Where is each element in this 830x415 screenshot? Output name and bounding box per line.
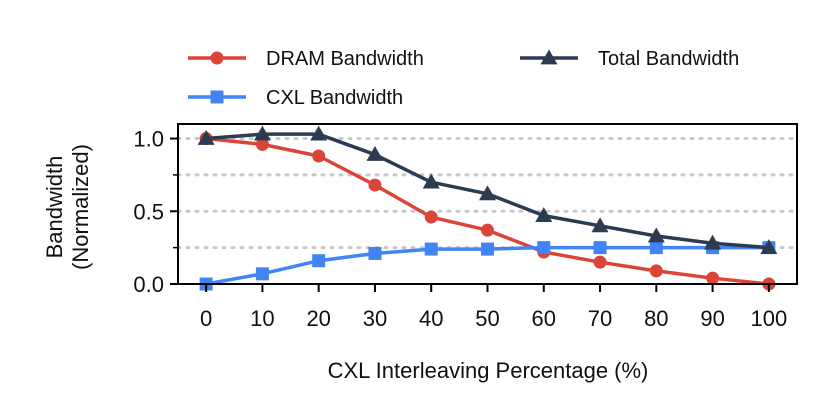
data-point: [197, 130, 215, 145]
legend: DRAM Bandwidth CXL Bandwidth Total Bandwid…: [188, 48, 739, 109]
data-point: [591, 217, 609, 233]
data-point: [481, 242, 494, 256]
x-tick-label: 40: [419, 306, 443, 331]
x-tick-label: 0: [200, 306, 212, 331]
data-point: [366, 146, 384, 161]
series-total-bandwidth: [197, 125, 778, 255]
x-tick-label: 50: [475, 306, 499, 331]
data-point: [593, 255, 607, 269]
series-layer: [197, 125, 778, 291]
x-tick-label: 70: [588, 306, 612, 331]
data-point: [312, 149, 326, 163]
x-tick-label: 100: [751, 306, 788, 331]
plot-frame: [177, 123, 798, 285]
data-point: [704, 234, 722, 250]
legend-marker: [210, 51, 224, 65]
data-point: [424, 242, 438, 256]
data-point: [479, 185, 496, 201]
data-point: [649, 264, 663, 278]
legend-label: DRAM Bandwidth: [266, 48, 424, 70]
data-point: [368, 178, 382, 192]
data-point: [706, 271, 720, 285]
x-axis-label: CXL Interleaving Percentage (%): [328, 358, 649, 383]
x-tick-label: 30: [363, 306, 387, 331]
data-point: [760, 239, 778, 255]
data-point: [481, 223, 494, 237]
legend-item: Total Bandwidth: [520, 48, 739, 70]
data-point: [649, 241, 663, 255]
x-tick-label: 90: [700, 306, 724, 331]
y-tick-label: 1.0: [133, 127, 164, 152]
data-point: [255, 267, 269, 281]
y-axis-label-line2: (Normalized): [68, 144, 93, 270]
data-point: [535, 207, 553, 223]
data-point: [424, 210, 438, 224]
y-axis-label-line1: Bandwidth: [42, 156, 67, 259]
x-tick-label: 60: [532, 306, 556, 331]
y-tick-label: 0.0: [133, 272, 164, 297]
data-point: [537, 241, 551, 255]
legend-item: DRAM Bandwidth: [188, 48, 424, 70]
data-point: [253, 125, 271, 141]
data-point: [422, 173, 440, 189]
legend-label: Total Bandwidth: [598, 48, 739, 70]
data-point: [593, 241, 607, 255]
data-point: [312, 254, 326, 268]
legend-marker: [540, 49, 558, 65]
axes: 0 10 20 30 40 50 60 70 80 90 100 0.0 0.5 1.0: [133, 127, 787, 331]
data-point: [647, 227, 665, 243]
legend-label: CXL Bandwidth: [266, 87, 403, 109]
x-tick-label: 80: [644, 306, 668, 331]
y-tick-label: 0.5: [133, 199, 164, 224]
x-tick-label: 10: [250, 306, 274, 331]
y-axis-label: Bandwidth (Normalized): [42, 144, 93, 270]
legend-marker: [210, 90, 224, 104]
legend-item: CXL Bandwidth: [188, 87, 403, 109]
x-tick-label: 20: [306, 306, 330, 331]
data-point: [310, 125, 328, 141]
data-point: [368, 246, 382, 260]
data-point: [255, 137, 269, 151]
